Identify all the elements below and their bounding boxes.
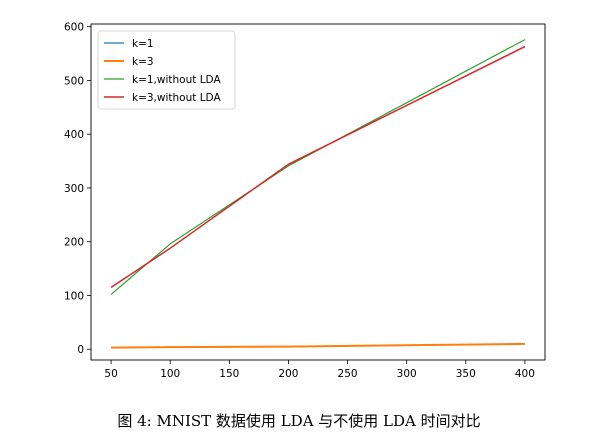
line-chart: 50 100 150 200 250 300 350 400 0 100 200 300 400 500… bbox=[64, 22, 546, 380]
x-axis: 50 100 150 200 250 300 350 400 bbox=[104, 360, 535, 380]
y-tick-label: 600 bbox=[64, 22, 84, 34]
legend-label-4: k=3,without LDA bbox=[132, 92, 221, 104]
y-tick-label: 100 bbox=[64, 290, 84, 302]
series-line-3 bbox=[110, 39, 526, 295]
series-line-2 bbox=[111, 342, 525, 349]
figure-caption: 图 4: MNIST 数据使用 LDA 与不使用 LDA 时间对比 bbox=[117, 412, 481, 430]
y-tick-label: 400 bbox=[64, 129, 84, 141]
series-layer bbox=[110, 39, 526, 349]
x-tick-label: 200 bbox=[278, 368, 298, 380]
legend: k=1 k=3 k=1,without LDA k=3,without LDA bbox=[97, 30, 236, 110]
y-tick-label: 500 bbox=[64, 75, 84, 87]
x-tick-label: 300 bbox=[397, 368, 417, 380]
x-tick-label: 250 bbox=[338, 368, 358, 380]
x-tick-label: 400 bbox=[515, 368, 535, 380]
plot-frame bbox=[90, 23, 546, 361]
x-tick-label: 50 bbox=[104, 368, 117, 380]
legend-label-1: k=1 bbox=[132, 38, 154, 50]
x-tick-label: 350 bbox=[456, 368, 476, 380]
y-tick-label: 300 bbox=[64, 183, 84, 195]
x-tick-label: 100 bbox=[160, 368, 180, 380]
legend-box bbox=[97, 30, 236, 110]
y-tick-label: 200 bbox=[64, 237, 84, 249]
y-axis: 0 100 200 300 400 500 600 bbox=[64, 22, 91, 356]
legend-label-2: k=3 bbox=[132, 56, 154, 68]
x-tick-label: 150 bbox=[219, 368, 239, 380]
y-tick-label: 0 bbox=[77, 344, 84, 356]
legend-label-3: k=1,without LDA bbox=[132, 74, 221, 86]
series-line-4 bbox=[110, 45, 526, 289]
